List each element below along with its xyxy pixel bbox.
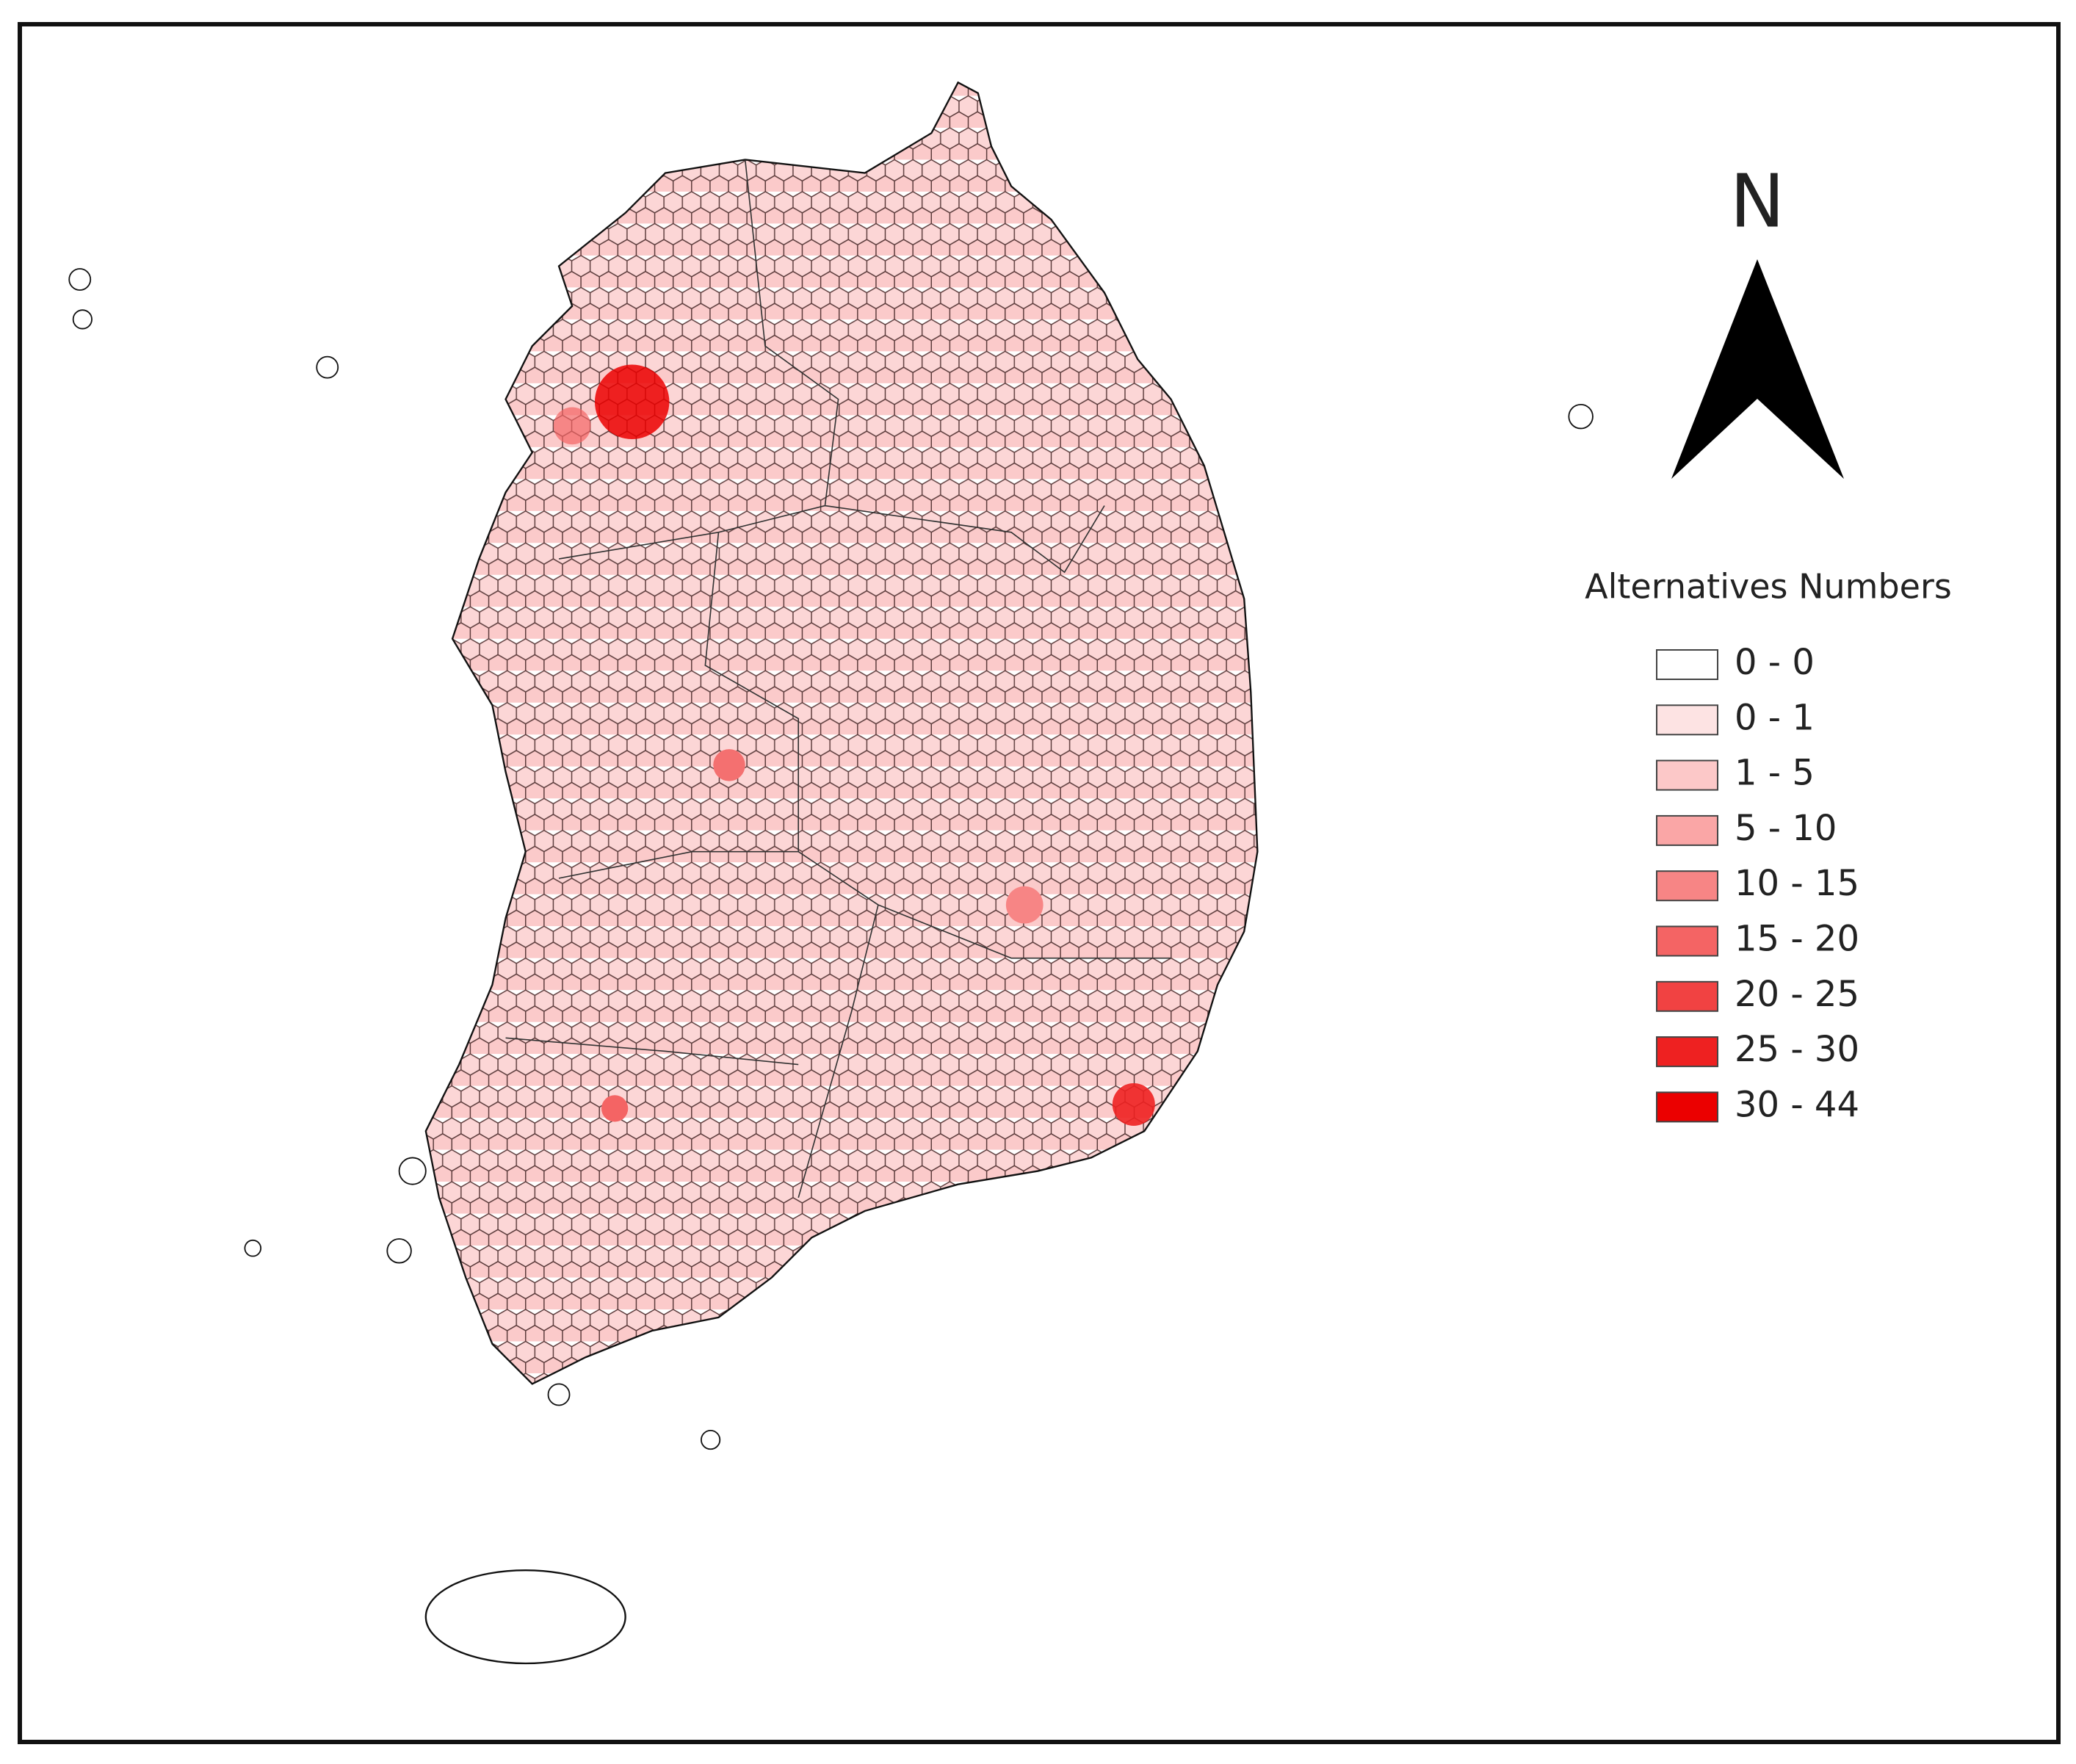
legend-swatch [1656, 980, 1718, 1012]
legend-label: 0 - 1 [1735, 697, 1815, 738]
legend-label: 0 - 0 [1735, 642, 1815, 683]
north-label: N [1730, 158, 1785, 244]
legend-label: 25 - 30 [1735, 1029, 1859, 1070]
legend: 0 - 0 0 - 1 1 - 5 5 - 10 10 - 15 15 - 20 20 - … [1656, 642, 1859, 1125]
legend-label: 15 - 20 [1735, 919, 1859, 960]
legend-swatch [1656, 814, 1718, 846]
north-arrow [1671, 259, 1844, 479]
legend-swatch [1656, 1036, 1718, 1068]
hotspot [553, 407, 591, 445]
legend-label: 5 - 10 [1735, 808, 1837, 849]
coastline [424, 81, 1259, 1385]
legend-swatch [1656, 925, 1718, 957]
legend-swatch [1656, 1091, 1718, 1123]
legend-title: Alternatives Numbers [1585, 567, 1952, 607]
legend-swatch [1656, 704, 1718, 736]
legend-label: 1 - 5 [1735, 753, 1815, 794]
legend-label: 10 - 15 [1735, 863, 1859, 904]
legend-label: 20 - 25 [1735, 974, 1859, 1015]
legend-swatch [1656, 649, 1718, 680]
hotspot [1005, 886, 1044, 924]
hotspot [713, 749, 745, 781]
province-borders [505, 159, 1171, 1199]
jeju-coastline [424, 1569, 626, 1665]
legend-swatch [1656, 759, 1718, 791]
hotspot [601, 1095, 629, 1122]
hotspot [1112, 1082, 1155, 1126]
legend-label: 30 - 44 [1735, 1084, 1859, 1125]
hotspots [553, 364, 1155, 1126]
islands [68, 268, 1594, 1450]
hotspot [594, 364, 670, 439]
legend-swatch [1656, 870, 1718, 902]
